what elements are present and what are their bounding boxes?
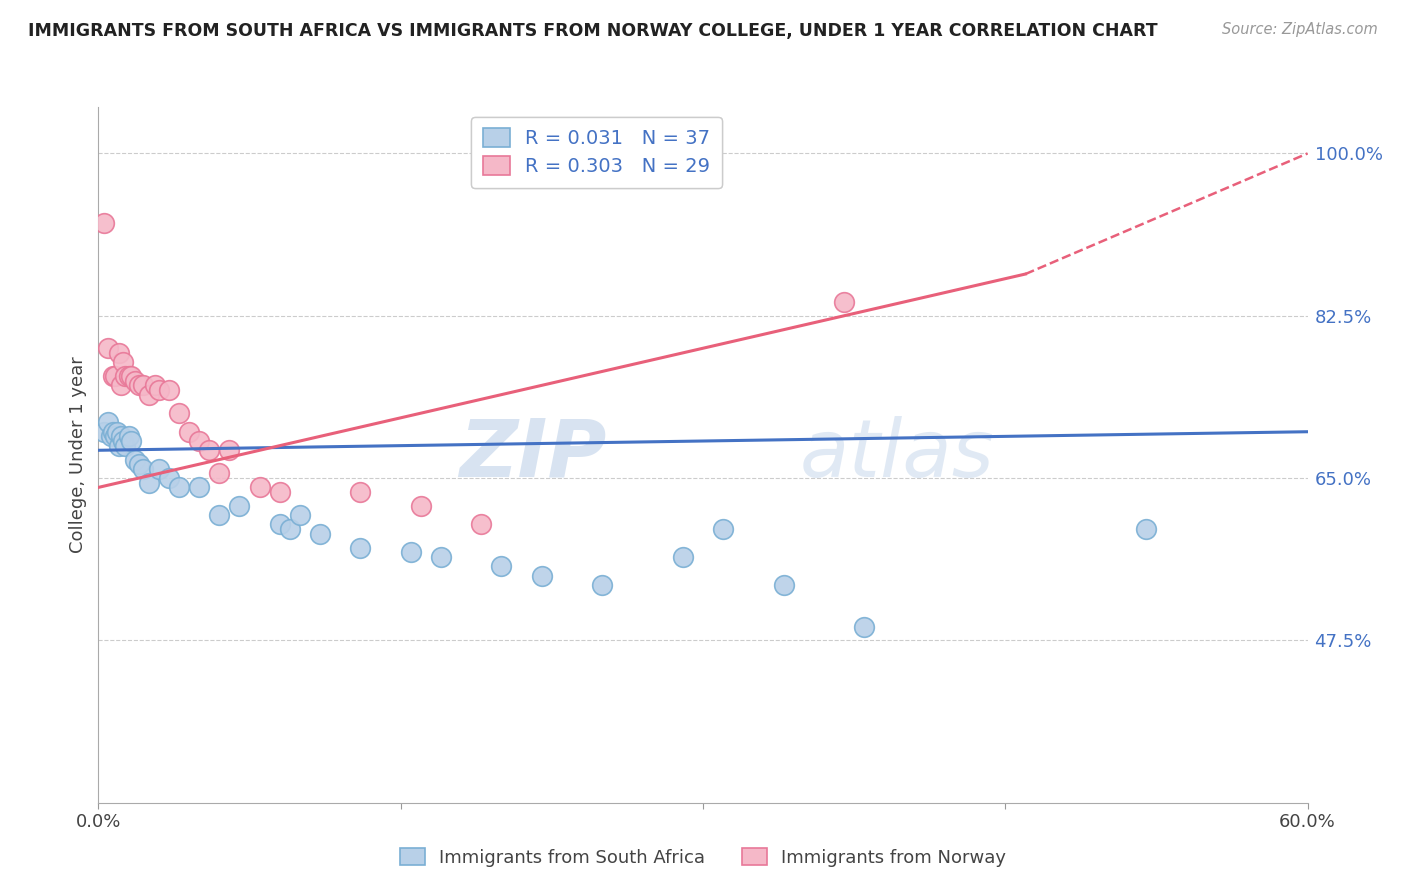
- Point: [399, 545, 422, 559]
- Point: [105, 425, 128, 439]
- Point: [672, 549, 695, 564]
- Point: [218, 443, 240, 458]
- Point: [288, 508, 311, 523]
- Point: [124, 452, 146, 467]
- Point: [249, 480, 271, 494]
- Text: IMMIGRANTS FROM SOUTH AFRICA VS IMMIGRANTS FROM NORWAY COLLEGE, UNDER 1 YEAR COR: IMMIGRANTS FROM SOUTH AFRICA VS IMMIGRAN…: [28, 22, 1157, 40]
- Point: [132, 462, 155, 476]
- Point: [853, 619, 876, 633]
- Point: [93, 216, 115, 230]
- Point: [100, 429, 122, 443]
- Legend: Immigrants from South Africa, Immigrants from Norway: Immigrants from South Africa, Immigrants…: [392, 841, 1014, 874]
- Point: [591, 578, 613, 592]
- Point: [111, 434, 134, 448]
- Point: [120, 369, 142, 384]
- Point: [188, 480, 211, 494]
- Point: [101, 425, 124, 439]
- Point: [167, 406, 190, 420]
- Point: [124, 374, 146, 388]
- Point: [430, 549, 453, 564]
- Point: [269, 485, 291, 500]
- Text: ZIP: ZIP: [458, 416, 606, 494]
- Point: [103, 429, 125, 443]
- Point: [349, 541, 371, 555]
- Point: [118, 429, 141, 443]
- Text: atlas: atlas: [800, 416, 994, 494]
- Point: [132, 378, 155, 392]
- Point: [103, 369, 125, 384]
- Point: [111, 355, 134, 369]
- Point: [772, 578, 794, 592]
- Legend: R = 0.031   N = 37, R = 0.303   N = 29: R = 0.031 N = 37, R = 0.303 N = 29: [471, 117, 723, 187]
- Point: [157, 471, 180, 485]
- Y-axis label: College, Under 1 year: College, Under 1 year: [69, 357, 87, 553]
- Point: [148, 462, 170, 476]
- Point: [118, 369, 141, 384]
- Point: [110, 429, 132, 443]
- Point: [188, 434, 211, 448]
- Point: [114, 369, 136, 384]
- Point: [93, 425, 115, 439]
- Point: [832, 294, 855, 309]
- Point: [97, 341, 120, 355]
- Point: [128, 378, 150, 392]
- Point: [269, 517, 291, 532]
- Point: [128, 457, 150, 471]
- Point: [107, 346, 129, 360]
- Point: [530, 568, 553, 582]
- Point: [349, 485, 371, 500]
- Point: [114, 439, 136, 453]
- Point: [278, 522, 301, 536]
- Point: [228, 499, 250, 513]
- Point: [97, 416, 120, 430]
- Point: [409, 499, 432, 513]
- Point: [208, 467, 231, 481]
- Point: [208, 508, 231, 523]
- Point: [148, 383, 170, 397]
- Point: [491, 559, 513, 574]
- Point: [143, 378, 166, 392]
- Point: [711, 522, 734, 536]
- Point: [107, 439, 129, 453]
- Point: [179, 425, 201, 439]
- Point: [157, 383, 180, 397]
- Point: [1135, 522, 1157, 536]
- Point: [470, 517, 492, 532]
- Text: Source: ZipAtlas.com: Source: ZipAtlas.com: [1222, 22, 1378, 37]
- Point: [309, 526, 332, 541]
- Point: [167, 480, 190, 494]
- Point: [138, 475, 160, 490]
- Point: [138, 387, 160, 401]
- Point: [198, 443, 221, 458]
- Point: [101, 369, 124, 384]
- Point: [110, 378, 132, 392]
- Point: [120, 434, 142, 448]
